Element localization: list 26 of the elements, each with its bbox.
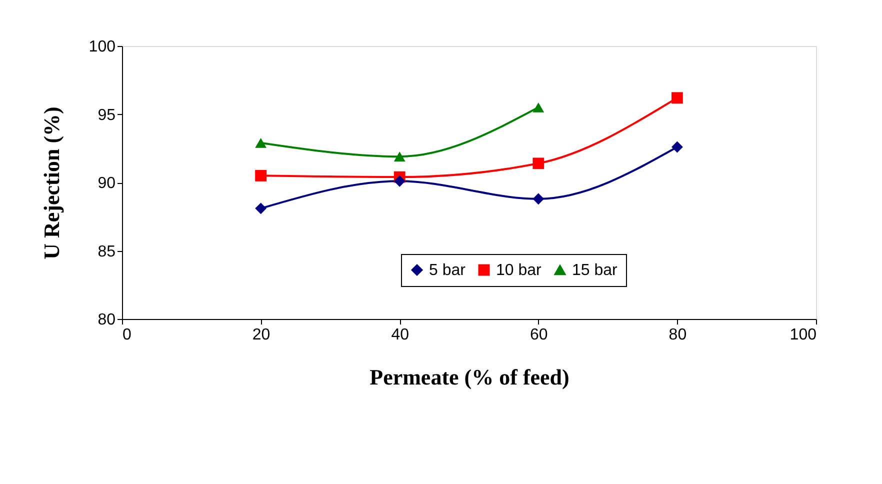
legend-label: 5 bar (429, 262, 466, 279)
y-tick-label: 90 (98, 175, 116, 192)
point (255, 202, 266, 214)
legend-label: 15 bar (572, 262, 618, 279)
point (532, 158, 544, 170)
point (532, 102, 544, 112)
y-tick-label: 100 (88, 38, 116, 56)
x-axis-title: Permeate (% of feed) (370, 364, 570, 390)
y-tick-label: 95 (98, 106, 116, 124)
x-tick-label: 60 (530, 326, 548, 344)
point (394, 175, 406, 187)
y-tick-label: 80 (98, 312, 116, 328)
point (672, 141, 683, 153)
x-tick-label: 100 (790, 326, 817, 344)
x-tick-label: 40 (391, 326, 410, 344)
x-tick-label: 20 (252, 326, 270, 344)
y-axis-title: U Rejection (%) (38, 106, 64, 260)
x-tick-label: 80 (668, 326, 687, 344)
x-tick-label: 0 (122, 326, 132, 344)
y-tick-label: 85 (98, 243, 116, 260)
point (394, 152, 406, 162)
legend-label: 10 bar (496, 262, 542, 279)
point (255, 170, 266, 182)
point (255, 138, 266, 148)
point (532, 193, 544, 205)
point (672, 92, 683, 104)
